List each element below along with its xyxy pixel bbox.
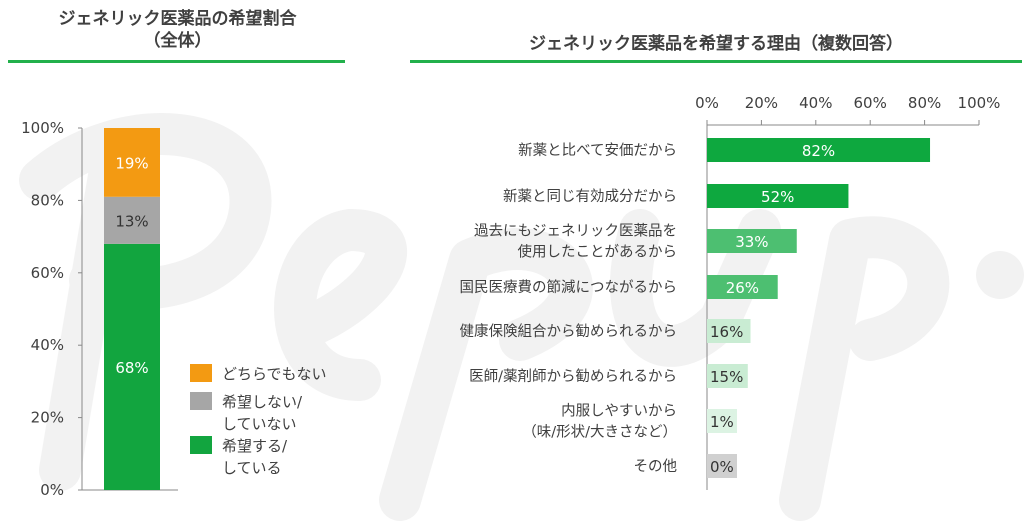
- stack-segment-2: [104, 128, 160, 197]
- left-title-line2: （全体）: [143, 31, 212, 51]
- legend-label: どちらでもない: [222, 365, 327, 383]
- category-label: 過去にもジェネリック医薬品を: [474, 223, 677, 240]
- bar-value-label: 33%: [735, 233, 768, 251]
- category-label: 新薬と比べて安価だから: [518, 142, 677, 159]
- right-chart-title: ジェネリック医薬品を希望する理由（複数回答）: [529, 34, 903, 54]
- legend-label: していない: [222, 415, 297, 433]
- stack-segment-label: 19%: [115, 154, 148, 172]
- watermark-stroke: [39, 149, 131, 491]
- bar-2: [707, 229, 797, 253]
- legend-swatch: [190, 364, 212, 382]
- stack-segment-label: 13%: [115, 212, 148, 230]
- category-label: 使用したことがあるから: [518, 244, 678, 261]
- bar-7: [707, 454, 737, 478]
- bar-value-label: 26%: [726, 279, 759, 297]
- legend-swatch: [190, 392, 212, 410]
- bar-3: [707, 275, 778, 299]
- left-title-line1: ジェネリック医薬品の希望割合: [58, 9, 297, 29]
- legend-label: している: [222, 459, 282, 477]
- bar-value-label: 1%: [710, 413, 734, 431]
- bar-value-label: 16%: [710, 323, 743, 341]
- left-y-tick-label: 20%: [31, 409, 64, 427]
- stack-segment-0: [104, 243, 160, 490]
- category-label: 内服しやすいから: [561, 403, 677, 420]
- right-x-tick-label: 0%: [695, 94, 719, 112]
- bar-value-label: 0%: [710, 458, 734, 476]
- left-y-tick-label: 60%: [31, 264, 64, 282]
- bar-4: [707, 319, 751, 343]
- category-label: 健康保険組合から勧められるから: [460, 323, 678, 340]
- left-y-tick-label: 100%: [21, 119, 64, 137]
- category-label: 医師/薬剤師から勧められるから: [469, 368, 677, 385]
- left-y-tick-label: 80%: [31, 191, 64, 209]
- legend-label: 希望する/: [222, 437, 288, 455]
- bar-6: [707, 409, 737, 433]
- watermark-dot: [976, 251, 1024, 299]
- category-label: その他: [634, 458, 678, 475]
- bar-1: [707, 184, 849, 208]
- legend-swatch: [190, 436, 212, 454]
- left-y-tick-label: 0%: [40, 481, 64, 499]
- legend-label: 希望しない/: [222, 393, 303, 411]
- watermark-stroke: [274, 208, 407, 401]
- right-x-tick-label: 100%: [958, 94, 1001, 112]
- right-x-tick-label: 40%: [799, 94, 832, 112]
- bar-5: [707, 364, 748, 388]
- right-x-tick-label: 60%: [854, 94, 887, 112]
- watermark-stroke: [379, 228, 593, 521]
- right-x-tick-label: 80%: [908, 94, 941, 112]
- stack-segment-label: 68%: [115, 359, 148, 377]
- bar-value-label: 52%: [761, 188, 794, 206]
- left-title-rule: [8, 60, 345, 63]
- right-title-rule: [410, 60, 1022, 63]
- left-y-tick-label: 40%: [31, 336, 64, 354]
- bar-0: [707, 138, 931, 162]
- category-label: （味/形状/大きさなど）: [522, 424, 677, 441]
- bar-value-label: 15%: [710, 368, 743, 386]
- bar-value-label: 82%: [802, 142, 835, 160]
- left-chart-title: ジェネリック医薬品の希望割合 （全体）: [10, 8, 345, 52]
- category-label: 国民医療費の節減につながるから: [460, 278, 678, 296]
- category-label: 新薬と同じ有効成分だから: [503, 188, 677, 205]
- watermark-stroke: [779, 216, 950, 521]
- stack-segment-1: [104, 196, 160, 244]
- watermark-stroke: [610, 209, 781, 367]
- right-x-tick-label: 20%: [745, 94, 778, 112]
